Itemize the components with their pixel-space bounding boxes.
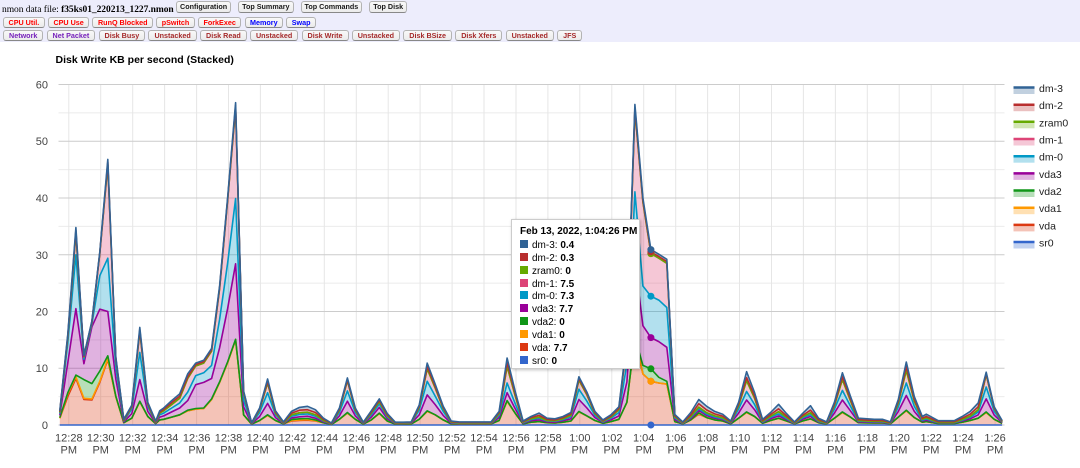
svg-text:PM: PM [124, 445, 141, 457]
svg-text:PM: PM [156, 445, 173, 457]
svg-text:12:40: 12:40 [247, 433, 275, 445]
svg-text:30: 30 [36, 250, 48, 262]
svg-text:vda2: vda2 [1039, 186, 1062, 198]
svg-text:12:52: 12:52 [438, 433, 466, 445]
svg-text:1:22: 1:22 [920, 433, 941, 445]
svg-text:PM: PM [572, 445, 589, 457]
svg-text:dm-0: dm-0 [1039, 152, 1063, 164]
svg-text:PM: PM [540, 445, 557, 457]
svg-text:PM: PM [923, 445, 940, 457]
svg-text:sr0: sr0 [1039, 238, 1054, 250]
svg-text:1:02: 1:02 [601, 433, 622, 445]
svg-text:0: 0 [42, 420, 48, 432]
svg-text:12:54: 12:54 [470, 433, 498, 445]
svg-text:12:44: 12:44 [311, 433, 339, 445]
svg-text:PM: PM [508, 445, 525, 457]
svg-text:PM: PM [61, 445, 78, 457]
svg-text:PM: PM [476, 445, 493, 457]
svg-text:1:16: 1:16 [825, 433, 846, 445]
svg-text:1:04: 1:04 [633, 433, 654, 445]
svg-text:40: 40 [36, 193, 48, 205]
svg-text:vda3: vda3 [1039, 169, 1062, 181]
svg-text:12:42: 12:42 [279, 433, 307, 445]
svg-text:12:56: 12:56 [502, 433, 530, 445]
svg-text:PM: PM [635, 445, 652, 457]
svg-text:12:34: 12:34 [151, 433, 179, 445]
svg-text:PM: PM [412, 445, 429, 457]
svg-text:PM: PM [827, 445, 844, 457]
svg-text:PM: PM [795, 445, 812, 457]
svg-text:10: 10 [36, 363, 48, 375]
svg-text:12:58: 12:58 [534, 433, 562, 445]
svg-text:1:12: 1:12 [761, 433, 782, 445]
svg-text:PM: PM [955, 445, 972, 457]
svg-text:1:24: 1:24 [952, 433, 973, 445]
svg-text:Disk Write KB per second (Stac: Disk Write KB per second (Stacked) [56, 54, 234, 66]
svg-text:12:50: 12:50 [406, 433, 434, 445]
svg-text:vda1: vda1 [1039, 203, 1062, 215]
svg-text:1:00: 1:00 [569, 433, 590, 445]
svg-text:50: 50 [36, 136, 48, 148]
svg-text:20: 20 [36, 307, 48, 319]
svg-text:dm-2: dm-2 [1039, 100, 1063, 112]
svg-text:PM: PM [444, 445, 461, 457]
svg-text:12:48: 12:48 [374, 433, 402, 445]
svg-text:PM: PM [220, 445, 237, 457]
svg-text:1:08: 1:08 [697, 433, 718, 445]
svg-text:PM: PM [252, 445, 269, 457]
svg-text:1:10: 1:10 [729, 433, 750, 445]
svg-text:12:46: 12:46 [343, 433, 371, 445]
svg-text:PM: PM [604, 445, 621, 457]
svg-text:PM: PM [188, 445, 205, 457]
svg-text:1:20: 1:20 [888, 433, 909, 445]
svg-text:12:28: 12:28 [55, 433, 83, 445]
svg-text:PM: PM [92, 445, 109, 457]
svg-text:1:14: 1:14 [793, 433, 814, 445]
svg-text:1:26: 1:26 [984, 433, 1005, 445]
svg-text:PM: PM [284, 445, 301, 457]
svg-text:PM: PM [699, 445, 716, 457]
svg-text:12:32: 12:32 [119, 433, 147, 445]
svg-text:dm-3: dm-3 [1039, 83, 1063, 95]
svg-text:PM: PM [380, 445, 397, 457]
svg-text:12:36: 12:36 [183, 433, 211, 445]
svg-text:PM: PM [667, 445, 684, 457]
svg-text:PM: PM [763, 445, 780, 457]
svg-text:PM: PM [859, 445, 876, 457]
svg-text:60: 60 [36, 80, 48, 92]
svg-text:1:18: 1:18 [857, 433, 878, 445]
svg-text:PM: PM [348, 445, 365, 457]
svg-text:1:06: 1:06 [665, 433, 686, 445]
svg-text:12:30: 12:30 [87, 433, 115, 445]
svg-text:PM: PM [987, 445, 1004, 457]
svg-text:PM: PM [891, 445, 908, 457]
svg-text:12:38: 12:38 [215, 433, 243, 445]
svg-text:dm-1: dm-1 [1039, 135, 1063, 147]
svg-text:PM: PM [316, 445, 333, 457]
svg-text:vda: vda [1039, 220, 1056, 232]
svg-text:PM: PM [731, 445, 748, 457]
svg-text:zram0: zram0 [1039, 117, 1068, 129]
